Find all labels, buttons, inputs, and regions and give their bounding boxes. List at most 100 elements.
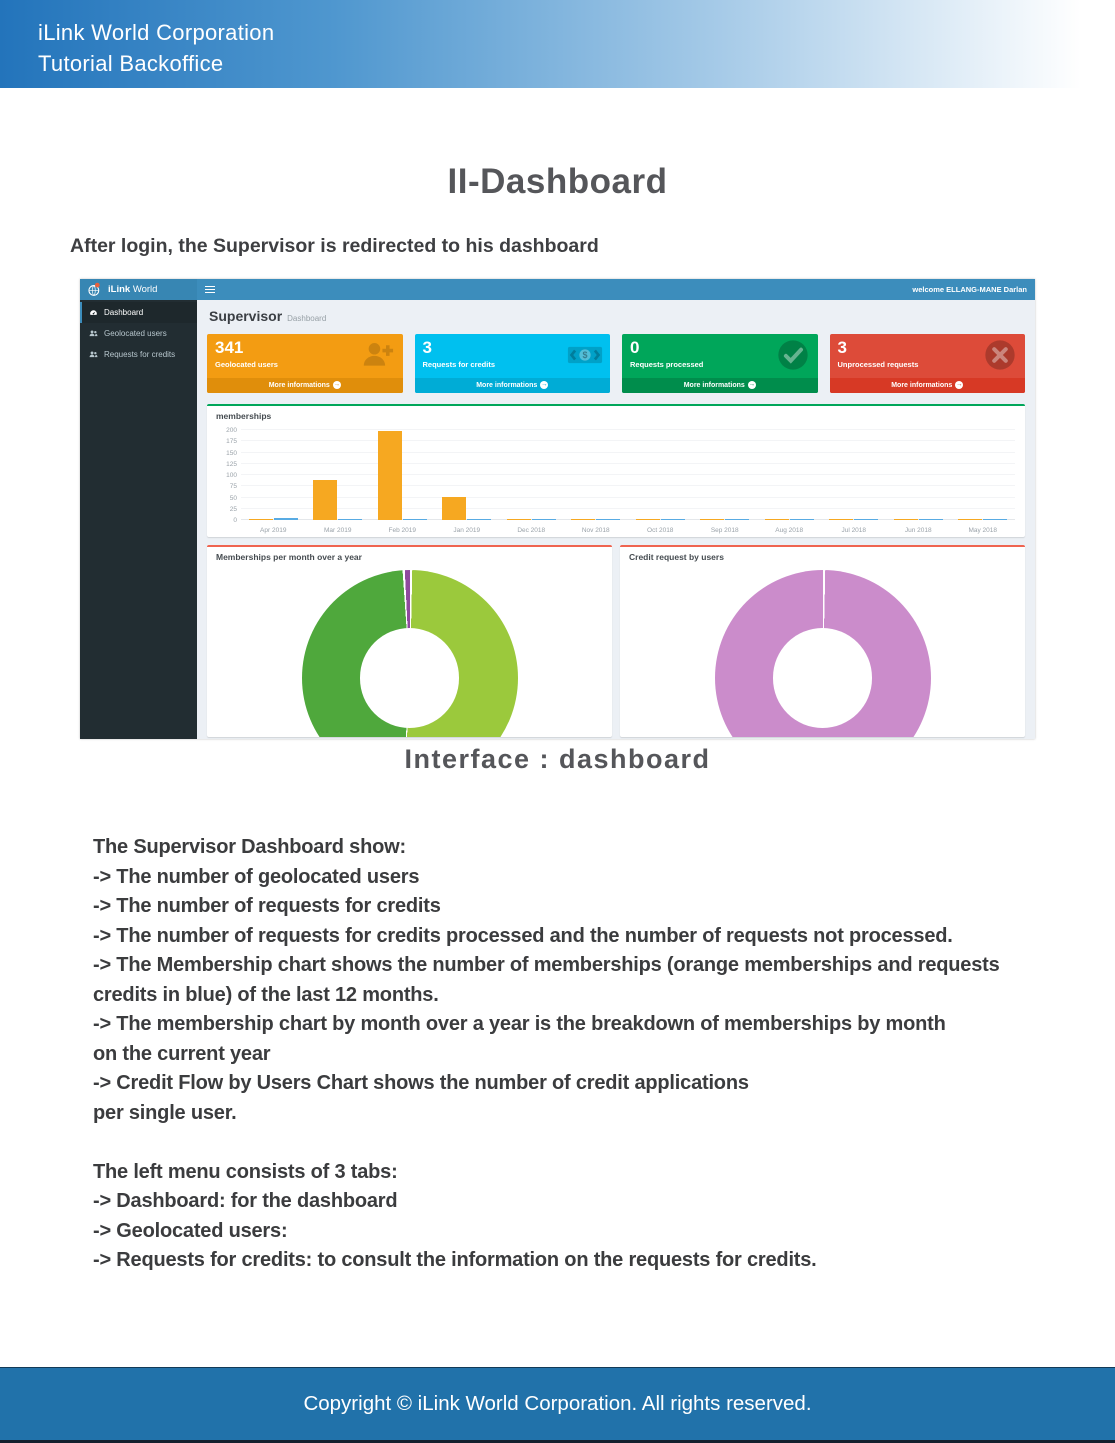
bar-memberships-jan-2019 (442, 496, 467, 520)
body-line: -> The number of requests for credits (93, 895, 441, 917)
info-box-value: 3 (837, 338, 847, 357)
body-line: -> The Membership chart shows the number… (93, 954, 1000, 976)
more-informations-link[interactable]: More informations → (414, 378, 610, 393)
users-icon (89, 329, 98, 338)
info-box-label: Geolocated users (215, 359, 278, 369)
info-box-label: Requests for credits (422, 359, 496, 369)
credit-request-donut-chart (714, 570, 931, 737)
users-icon (89, 350, 98, 359)
bar-requests-credits-jun-2018 (918, 518, 943, 520)
y-axis-label: 75 (229, 483, 237, 491)
check-circle-icon (775, 339, 811, 371)
info-box-requests-processed: 0 Requests processed More informations → (622, 334, 818, 393)
body-line: -> The number of requests for credits pr… (93, 924, 953, 947)
y-axis-label: 0 (233, 517, 237, 524)
body-line: -> The number of geolocated users (93, 865, 420, 888)
bar-memberships-mar-2019 (313, 479, 338, 520)
more-informations-link[interactable]: More informations → (829, 378, 1025, 393)
x-axis-label: Oct 2018 (647, 527, 674, 534)
memberships-box-title: memberships (216, 411, 272, 421)
info-box-requests-for-credits: 3 Requests for credits $ More informations → (414, 334, 610, 393)
arrow-circle-right-icon: → (332, 380, 341, 389)
x-axis-label: Apr 2019 (260, 527, 287, 534)
y-axis-label: 150 (226, 449, 237, 457)
arrow-circle-right-icon: → (540, 380, 549, 389)
bar-requests-credits-nov-2018 (596, 518, 621, 520)
screenshot-caption: Interface : dashboard (404, 744, 711, 774)
gauge-icon (89, 308, 98, 317)
x-axis-label: Jul 2018 (841, 527, 867, 534)
bar-memberships-feb-2019 (377, 430, 402, 520)
bar-memberships-dec-2018 (506, 518, 531, 520)
svg-text:$: $ (582, 350, 587, 360)
y-axis-label: 25 (229, 505, 237, 513)
bar-requests-credits-sep-2018 (725, 518, 750, 520)
bar-memberships-apr-2019 (248, 518, 273, 520)
page-title: II-Dashboard (447, 162, 668, 201)
y-axis-label: 50 (229, 494, 237, 502)
x-axis-label: Aug 2018 (775, 527, 804, 534)
memberships-per-month-donut-chart (301, 570, 518, 737)
bar-memberships-may-2018 (958, 518, 983, 520)
bar-memberships-oct-2018 (635, 518, 660, 520)
bar-requests-credits-feb-2019 (402, 518, 427, 520)
globe-icon (87, 282, 102, 297)
navbar: welcome ELLANG-MANE Darlan (197, 279, 1035, 300)
x-axis-label: Nov 2018 (581, 527, 610, 534)
user-plus-icon (360, 339, 396, 371)
arrow-circle-right-icon: → (955, 380, 964, 389)
welcome-user: welcome ELLANG-MANE Darlan (912, 285, 1027, 294)
page-footer: Copyright © iLink World Corporation. All… (0, 1367, 1115, 1443)
body-line: -> Geolocated users: (93, 1219, 288, 1242)
brand-logo[interactable]: iLink World (80, 279, 197, 300)
header-subtitle: Tutorial Backoffice (38, 51, 224, 76)
y-axis-label: 175 (226, 438, 237, 446)
info-box-label: Unprocessed requests (837, 359, 919, 369)
memberships-box: memberships Apr 2019 Mar 2019 Feb 2019 Jan … (207, 404, 1025, 537)
body-text: The Supervisor Dashboard show: -> The num… (93, 833, 1115, 1276)
info-box-geolocated-users: 341 Geolocated users More informations → (207, 334, 403, 393)
sidebar-item-label: Geolocated users (104, 329, 167, 338)
x-axis-label: Dec 2018 (517, 527, 546, 534)
bar-requests-credits-jul-2018 (854, 518, 879, 520)
info-box-value: 3 (422, 338, 432, 357)
info-box-label: Requests processed (630, 359, 704, 369)
x-axis-label: May 2018 (968, 527, 998, 534)
page-header: iLink World Corporation Tutorial Backoff… (0, 0, 1115, 88)
x-axis-label: Sep 2018 (710, 527, 739, 534)
footer-copyright: Copyright © iLink World Corporation. All… (303, 1392, 812, 1415)
dashboard-screenshot: iLink World welcome ELLANG-MANE Darlan D… (80, 279, 1035, 739)
bar-memberships-sep-2018 (700, 518, 725, 520)
hamburger-icon[interactable] (205, 286, 215, 293)
sidebar-item-label: Dashboard (104, 308, 144, 317)
arrow-circle-right-icon: → (747, 380, 756, 389)
body-line: credits in blue) of the last 12 months. (93, 983, 439, 1006)
brand-bold: iLink (108, 284, 131, 295)
bar-memberships-jun-2018 (893, 518, 918, 520)
x-circle-icon (982, 339, 1018, 371)
sidebar-item-geolocated-users[interactable]: Geolocated users (80, 323, 197, 344)
sidebar: Dashboard Geolocated users Requests for cr… (80, 300, 197, 739)
bar-memberships-nov-2018 (571, 518, 596, 520)
bar-requests-credits-apr-2019 (273, 517, 298, 520)
bar-requests-credits-oct-2018 (660, 518, 685, 520)
body-line: -> Requests for credits: to consult the … (93, 1249, 817, 1271)
body-line: -> The membership chart by month over a … (93, 1013, 946, 1035)
bar-requests-credits-dec-2018 (531, 518, 556, 520)
bar-requests-credits-aug-2018 (789, 518, 814, 520)
sidebar-item-requests-for-credits[interactable]: Requests for credits (80, 344, 197, 365)
heading-title: Supervisor (209, 308, 283, 324)
y-axis-label: 200 (226, 427, 237, 434)
more-informations-link[interactable]: More informations → (622, 378, 818, 393)
bar-requests-credits-jan-2019 (467, 518, 492, 520)
sidebar-item-label: Requests for credits (104, 350, 176, 359)
more-informations-link[interactable]: More informations → (207, 378, 403, 393)
x-axis-label: Jan 2019 (453, 527, 481, 534)
info-box-row: 341 Geolocated users More informations → 3 Re… (207, 334, 1025, 393)
sidebar-item-dashboard[interactable]: Dashboard (80, 302, 197, 323)
top-navbar: iLink World welcome ELLANG-MANE Darlan (80, 279, 1035, 300)
y-axis-label: 125 (226, 460, 237, 468)
donut-charts-row: Memberships per month over a year Credit… (207, 545, 1025, 737)
body-line: per single user. (93, 1101, 237, 1124)
